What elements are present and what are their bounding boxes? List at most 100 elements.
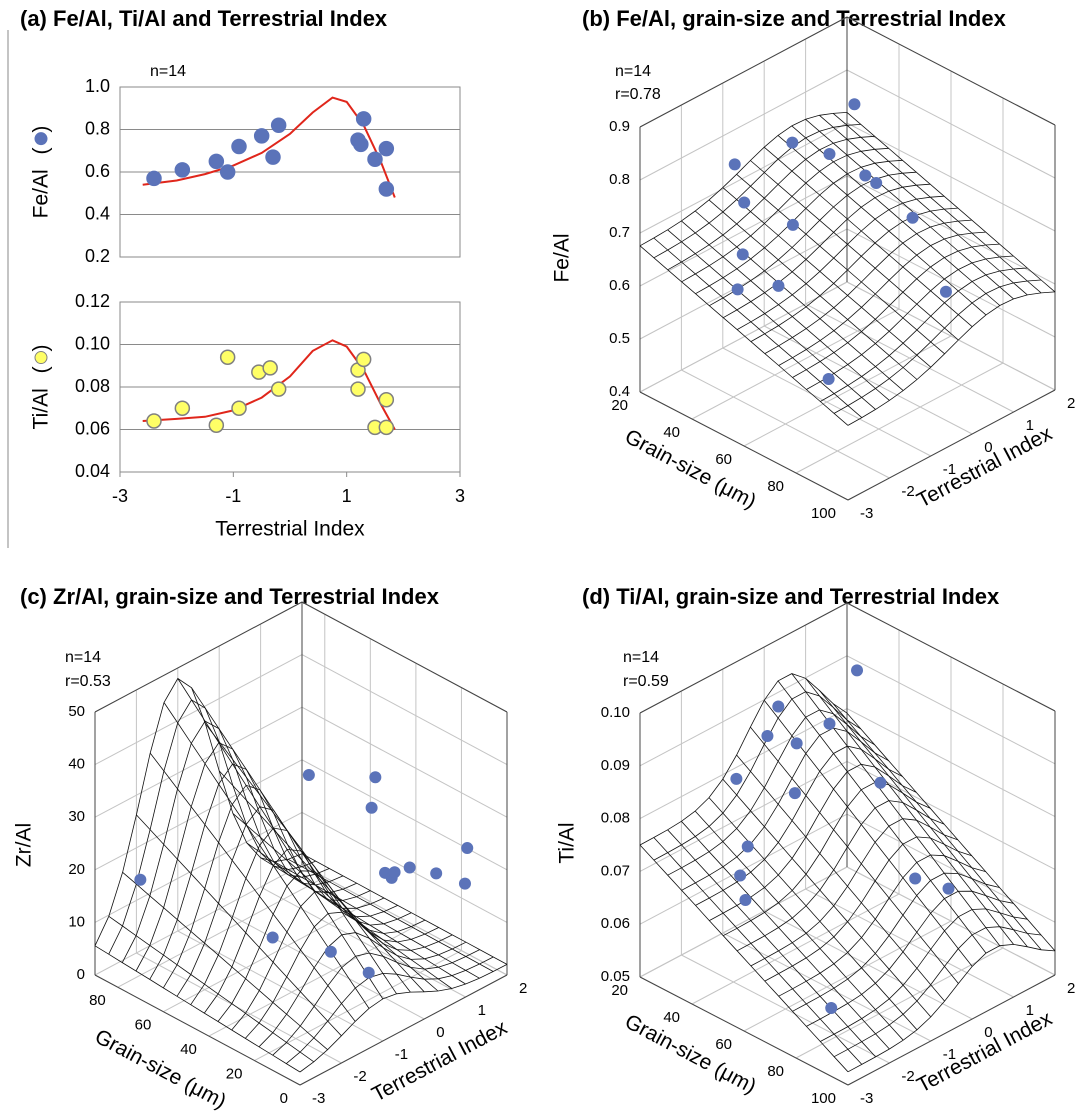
box-edge	[847, 974, 1056, 1086]
y-tick-label: 80	[89, 992, 106, 1009]
data-point	[739, 894, 752, 907]
box-edge	[94, 601, 303, 713]
y-tick-label: 0.4	[85, 203, 110, 223]
x-tick-label: 2	[1067, 980, 1075, 997]
z-tick-label: 0.8	[609, 171, 630, 188]
surface-mesh	[750, 207, 958, 342]
data-point	[302, 769, 315, 782]
surface-mesh	[246, 842, 453, 989]
surface-mesh	[681, 727, 889, 891]
data-point	[362, 966, 375, 979]
data-point	[736, 248, 749, 261]
surface-mesh	[108, 699, 316, 955]
data-point	[851, 664, 864, 677]
y-tick-label: 60	[715, 1036, 732, 1053]
grid-line	[795, 947, 1004, 1059]
surface-mesh	[846, 712, 1056, 952]
grid-line	[94, 864, 303, 976]
y-tick-label: 20	[611, 397, 628, 414]
x-tick-label: 2	[519, 980, 527, 997]
x-tick-label: -1	[225, 486, 241, 506]
surface-mesh	[258, 932, 467, 1048]
grid-line	[117, 876, 326, 988]
z-tick-label: 0.10	[601, 704, 630, 721]
y-axis-title: Fe/Al ( )	[30, 126, 53, 219]
data-point	[738, 196, 751, 209]
grid-line	[301, 706, 508, 818]
panel-title: (c) Zr/Al, grain-size and Terrestrial In…	[20, 584, 440, 609]
surface-mesh	[819, 690, 1028, 948]
grid-line	[795, 362, 1004, 474]
x-tick-label: -3	[860, 1090, 873, 1107]
surface-mesh	[791, 125, 1001, 306]
x-tick-label: 1	[342, 486, 352, 506]
data-point	[741, 840, 754, 853]
legend-marker	[34, 351, 48, 365]
y-tick-label: 60	[715, 451, 732, 468]
y-tick-label: 0.06	[75, 418, 110, 438]
surface-mesh	[736, 754, 945, 1002]
data-point	[772, 700, 785, 713]
surface-mesh	[750, 726, 959, 984]
surface-mesh	[694, 810, 904, 1041]
data-point	[870, 177, 883, 189]
data-point	[231, 400, 247, 416]
y-tick-label: 0.6	[85, 161, 110, 181]
surface-mesh	[681, 821, 890, 1050]
surface-mesh	[723, 183, 931, 319]
data-point	[731, 283, 744, 296]
annotation: n=14	[150, 63, 186, 80]
surface-mesh	[681, 147, 889, 283]
x-tick-label: -3	[860, 505, 873, 522]
plot-frame	[119, 86, 461, 258]
data-point	[353, 136, 369, 153]
data-point	[270, 381, 287, 397]
z-tick-label: 0.9	[609, 118, 630, 135]
surface-mesh	[653, 691, 862, 861]
z-tick-label: 0.6	[609, 277, 630, 294]
box-edge	[301, 601, 508, 713]
x-tick-label: 0	[984, 1024, 992, 1041]
grid-line	[94, 654, 303, 766]
z-tick-label: 40	[68, 756, 85, 773]
surface-mesh	[653, 124, 861, 259]
surface-mesh	[708, 199, 918, 380]
z-tick-label: 30	[68, 808, 85, 825]
x-tick-label: 2	[1067, 395, 1075, 412]
data-point	[430, 867, 443, 880]
z-tick-label: 0.06	[601, 915, 630, 932]
x-tick-label: -2	[901, 483, 914, 500]
annotation: n=14	[65, 649, 101, 666]
grid-line	[846, 708, 1056, 818]
grid-line	[639, 813, 848, 925]
y-tick-label: 20	[611, 982, 628, 999]
z-tick-label: 20	[68, 861, 85, 878]
data-point	[369, 771, 382, 784]
surface-mesh	[639, 673, 848, 846]
data-point	[823, 148, 836, 160]
surface-mesh	[778, 231, 986, 366]
surface-mesh	[218, 770, 425, 993]
z-tick-label: 0.7	[609, 224, 630, 241]
surface-mesh	[191, 687, 397, 995]
data-point	[231, 138, 247, 155]
annotation: n=14	[623, 649, 659, 666]
grid-line	[639, 655, 848, 767]
surface-mesh	[792, 872, 1000, 1012]
z-tick-label: 50	[68, 703, 85, 720]
x-tick-label: 0	[984, 439, 992, 456]
data-point	[378, 419, 395, 436]
z-tick-label: 0.07	[601, 862, 630, 879]
panel-title: (d) Ti/Al, grain-size and Terrestrial In…	[582, 584, 1000, 609]
box-edge	[639, 602, 848, 714]
fit-curve	[142, 339, 396, 430]
surface-mesh	[163, 702, 370, 1009]
surface-mesh	[94, 945, 301, 1073]
surface-mesh	[135, 742, 344, 972]
grid-line	[846, 228, 1056, 338]
y-tick-label: 80	[767, 1063, 784, 1080]
surface-mesh	[272, 949, 480, 1056]
surface-mesh	[108, 915, 315, 1063]
